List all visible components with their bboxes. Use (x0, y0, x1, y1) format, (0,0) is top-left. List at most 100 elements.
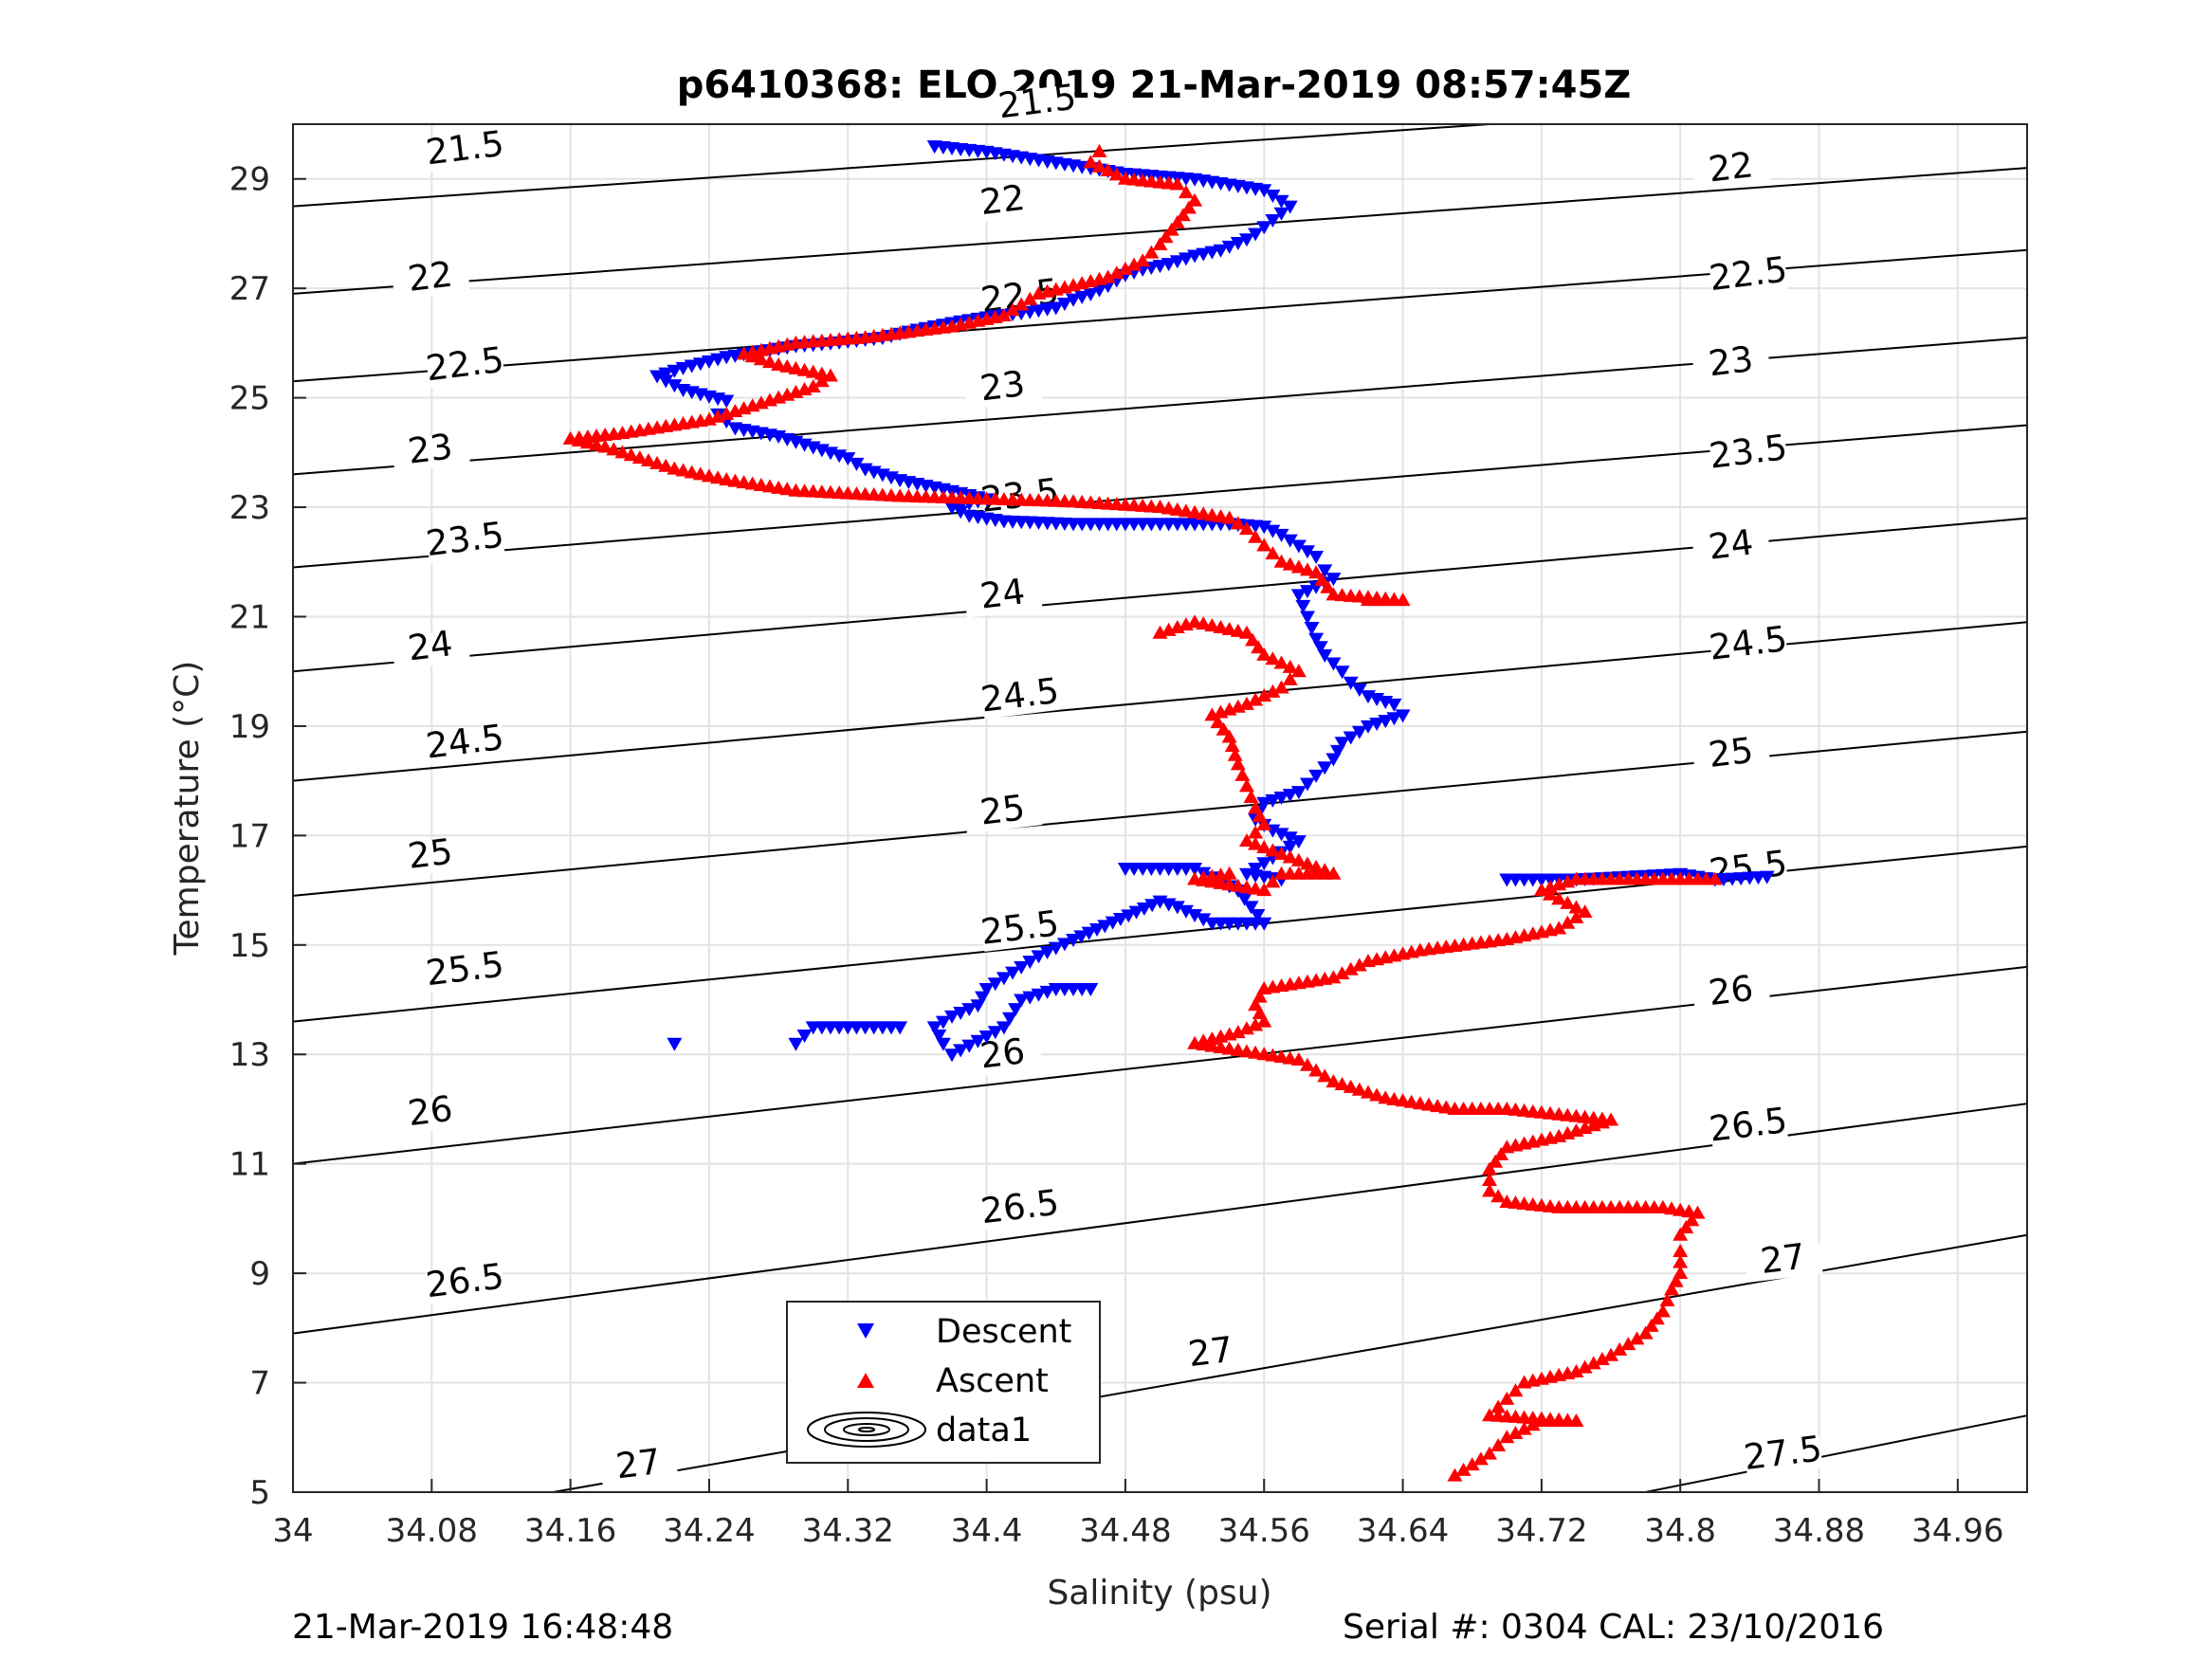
x-tick-label: 34.32 (802, 1512, 894, 1550)
descent-point (1308, 632, 1325, 647)
contour-label-background (1744, 1241, 1823, 1284)
ascent-point (1594, 1352, 1610, 1366)
ascent-point (1178, 617, 1194, 631)
contour-label-background (980, 910, 1060, 952)
contour-label-background (963, 576, 1043, 618)
ascent-point (1551, 891, 1567, 905)
ascent-point (1678, 1220, 1694, 1234)
descent-point (970, 999, 986, 1013)
descent-point (1196, 913, 1212, 927)
descent-point (1187, 909, 1203, 923)
descent-point (805, 1021, 821, 1035)
ascent-point (1256, 647, 1272, 661)
y-axis-ticks: 5 7 9 11 13 15 17 19 21 23 25 27 29 (229, 161, 306, 1512)
contour-label-background (598, 1447, 679, 1488)
ascent-point (1325, 970, 1342, 984)
descent-point (944, 501, 960, 516)
ascent-point (1543, 886, 1559, 901)
ascent-point (1673, 1266, 1689, 1280)
descent-point (1238, 233, 1254, 247)
ascent-point (1325, 587, 1342, 601)
ascent-point (1245, 632, 1261, 647)
ascent-point (1169, 620, 1185, 634)
descent-point (1334, 737, 1350, 751)
ascent-point (1152, 236, 1168, 250)
ascent-point (1560, 895, 1576, 909)
ascent-point (1178, 185, 1194, 199)
legend-box (786, 1301, 1101, 1464)
ascent-point (1083, 155, 1099, 169)
contour-label-background (1744, 1435, 1823, 1477)
density-contour-line (1645, 1414, 2028, 1493)
descent-point (1290, 539, 1307, 554)
descent-point (1265, 190, 1281, 204)
ascent-point (1161, 622, 1177, 636)
ascent-point (1091, 158, 1107, 173)
descent-point (944, 1010, 960, 1024)
contour-label: 24.5 (1707, 618, 1789, 668)
x-tick-label: 34.24 (663, 1512, 755, 1550)
descent-point (1081, 926, 1097, 940)
descent-point (1290, 835, 1307, 849)
x-tick-label: 34.8 (1644, 1512, 1716, 1550)
contour-label: 26 (1707, 968, 1756, 1013)
ascent-point (1230, 516, 1246, 530)
descent-point (658, 374, 674, 389)
contour-label: 24.5 (424, 717, 506, 767)
descent-point (970, 1034, 986, 1048)
descent-point (1187, 862, 1203, 876)
descent-point (1230, 237, 1246, 251)
descent-point (1008, 1003, 1024, 1017)
ascent-point (1252, 989, 1268, 1003)
descent-point (987, 977, 1003, 992)
descent-point (1351, 725, 1367, 739)
x-tick-label: 34.72 (1495, 1512, 1587, 1550)
grid (293, 124, 2027, 1492)
legend-descent-marker (857, 1323, 874, 1339)
descent-point (1014, 994, 1030, 1008)
ascent-point (1282, 671, 1298, 685)
contour-label-background (963, 182, 1043, 225)
x-tick-label: 34.96 (1911, 1512, 2003, 1550)
descent-point (1022, 956, 1038, 970)
descent-point (996, 972, 1012, 986)
ascent-point (1248, 529, 1264, 543)
descent-point (1273, 828, 1289, 842)
descent-point (849, 457, 865, 471)
ascent-point (1482, 1408, 1498, 1422)
ascent-point (1577, 904, 1593, 919)
descent-point (961, 1003, 978, 1017)
descent-point (1128, 905, 1144, 920)
ascent-point (1568, 909, 1584, 923)
contour-label-background (1691, 973, 1771, 1015)
x-tick-label: 34.4 (951, 1512, 1023, 1550)
descent-point (1282, 840, 1298, 854)
ascent-point (1163, 222, 1179, 236)
descent-point (1343, 676, 1359, 690)
contour-label: 22.5 (1707, 249, 1789, 300)
y-tick-label: 25 (229, 380, 270, 418)
contour-label-background (1709, 256, 1789, 299)
ascent-point (1265, 651, 1281, 665)
ascent-point (1238, 778, 1254, 793)
descent-point (1273, 207, 1289, 221)
ascent-point (1273, 680, 1289, 694)
y-tick-label: 27 (229, 270, 270, 308)
ascent-point (1664, 1282, 1680, 1296)
contour-label: 26 (406, 1088, 455, 1134)
contour-label: 27 (1186, 1329, 1235, 1375)
descent-point (1039, 985, 1055, 999)
contour-label: 21.5 (424, 123, 506, 173)
descent-point (667, 379, 683, 393)
ascent-point (1649, 1311, 1665, 1325)
descent-point (1105, 916, 1121, 930)
descent-point (1039, 946, 1055, 960)
ascent-point (1227, 747, 1243, 761)
descent-point (978, 982, 995, 996)
ascent-point (1273, 655, 1289, 669)
descent-point (1256, 520, 1272, 535)
contour-label: 21.5 (996, 77, 1078, 127)
descent-point (1056, 298, 1072, 312)
ascent-point (1508, 1425, 1524, 1439)
